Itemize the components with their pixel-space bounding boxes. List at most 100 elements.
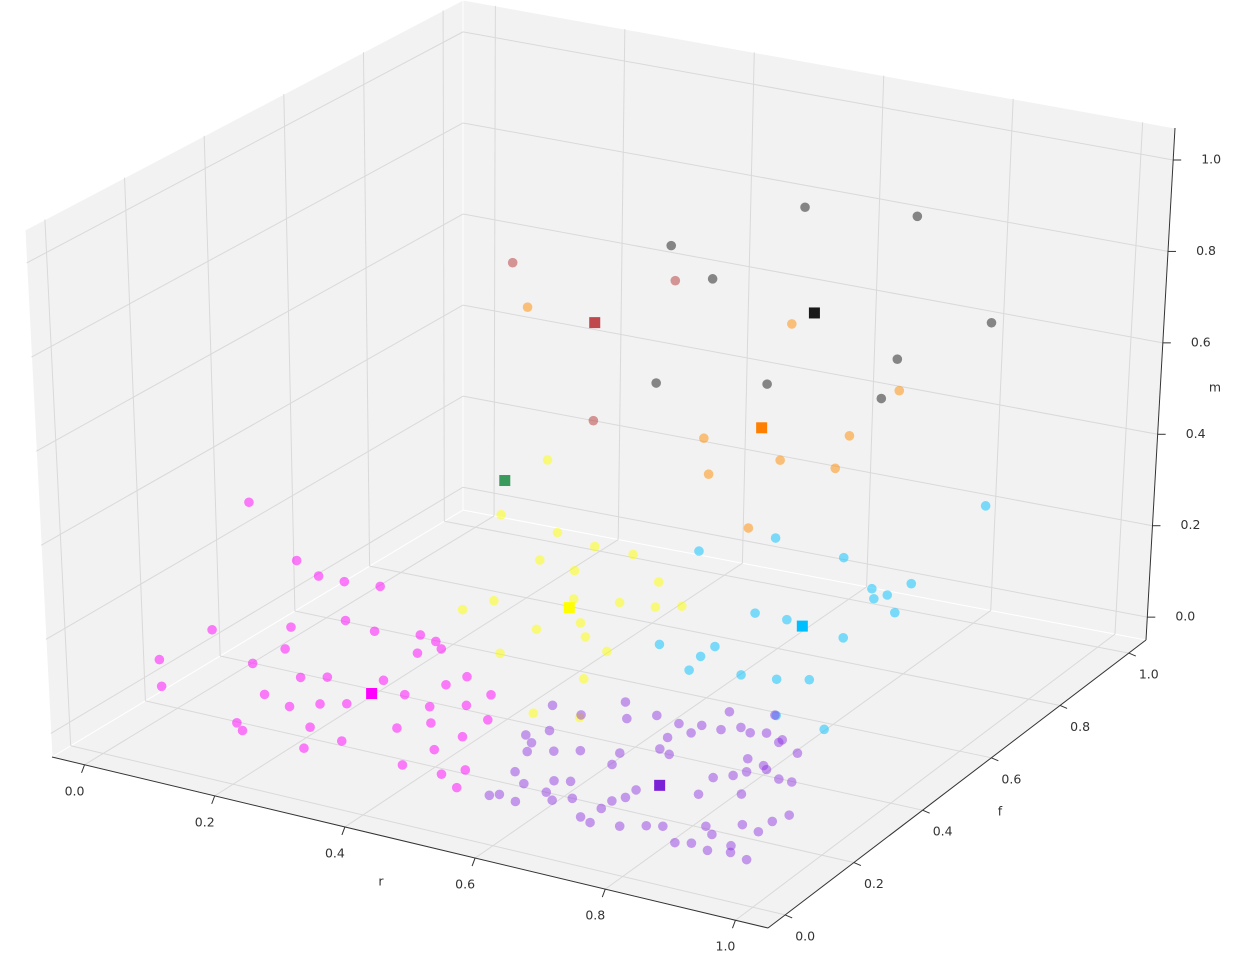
data-point xyxy=(336,736,347,746)
panes xyxy=(24,0,1176,929)
data-point xyxy=(392,723,402,733)
data-point xyxy=(569,565,580,576)
grid-line xyxy=(84,515,495,766)
data-point xyxy=(708,772,718,783)
data-point xyxy=(728,770,738,781)
data-point xyxy=(777,735,788,745)
data-point xyxy=(614,821,625,831)
grid-line xyxy=(442,10,445,522)
data-point xyxy=(510,766,520,777)
data-point xyxy=(892,354,903,365)
data-point xyxy=(838,552,849,563)
data-point xyxy=(397,760,408,770)
data-point xyxy=(631,785,641,795)
data-point xyxy=(567,793,578,804)
z-tick-label: 0.2 xyxy=(1181,517,1201,532)
data-point xyxy=(686,728,696,738)
data-point xyxy=(622,713,632,724)
data-point xyxy=(882,590,893,600)
data-point xyxy=(575,745,586,756)
data-point xyxy=(819,724,829,735)
data-point xyxy=(620,792,631,803)
data-point xyxy=(686,838,697,848)
data-point xyxy=(653,577,664,587)
center-marker xyxy=(808,307,820,319)
data-point xyxy=(451,782,462,793)
data-point xyxy=(890,607,900,618)
grid-line xyxy=(462,122,1169,252)
data-point xyxy=(736,670,746,680)
data-point xyxy=(154,654,165,665)
data-point xyxy=(707,829,717,840)
data-point xyxy=(531,624,542,635)
data-point xyxy=(322,672,333,682)
data-point xyxy=(461,700,472,711)
grid-line xyxy=(50,486,464,734)
data-point xyxy=(580,632,591,642)
z-tick-label: 0.4 xyxy=(1186,426,1206,441)
data-point xyxy=(520,730,531,740)
grid-line xyxy=(990,98,1014,611)
grid-line xyxy=(462,486,1148,618)
data-point xyxy=(496,509,506,520)
data-point xyxy=(677,601,687,612)
data-point xyxy=(489,595,499,606)
data-point xyxy=(552,527,563,538)
data-point xyxy=(526,737,537,748)
data-point xyxy=(607,796,617,806)
data-point xyxy=(232,718,242,728)
left-pane xyxy=(24,0,464,758)
grid-line xyxy=(617,29,626,540)
data-point xyxy=(771,710,782,721)
data-point xyxy=(695,651,706,662)
y-tick-label: 0.2 xyxy=(864,876,884,891)
data-point xyxy=(869,593,879,604)
grid-line xyxy=(444,520,1129,654)
y-tick-label: 0.4 xyxy=(933,824,953,839)
data-point xyxy=(436,644,447,654)
data-point xyxy=(651,378,661,388)
data-point xyxy=(315,699,325,709)
grid-line xyxy=(741,52,755,564)
data-point xyxy=(620,697,631,707)
data-point xyxy=(431,636,441,647)
data-point xyxy=(247,658,258,669)
grid-line xyxy=(203,135,221,656)
grid-line xyxy=(462,31,1174,161)
data-point xyxy=(741,854,752,865)
data-point xyxy=(684,665,694,675)
data-point xyxy=(664,749,674,760)
data-point xyxy=(412,648,423,658)
data-point xyxy=(614,597,625,608)
grid-line xyxy=(1114,122,1144,635)
data-point xyxy=(156,681,167,692)
data-point xyxy=(585,817,595,828)
data-point xyxy=(894,385,905,396)
y-tick-mark xyxy=(991,757,999,762)
data-point xyxy=(737,819,748,830)
data-point xyxy=(341,698,352,709)
data-point xyxy=(415,630,426,640)
x-tick-mark xyxy=(341,826,346,836)
data-point xyxy=(716,724,726,735)
data-point xyxy=(701,821,711,832)
data-point xyxy=(906,578,917,589)
data-point xyxy=(495,648,505,659)
data-point xyxy=(876,393,887,404)
data-point xyxy=(280,644,290,654)
x-tick-label: 0.6 xyxy=(455,877,475,892)
grid-line xyxy=(45,395,464,640)
data-point xyxy=(286,622,296,632)
data-point xyxy=(674,718,684,729)
grid-line xyxy=(40,304,464,546)
x-axis-label: r xyxy=(378,874,384,889)
data-point xyxy=(547,700,558,711)
grid-line xyxy=(604,610,992,890)
data-point xyxy=(782,614,792,625)
grid-line xyxy=(369,565,1061,706)
data-point xyxy=(724,706,735,717)
data-point xyxy=(986,317,997,328)
grid-line xyxy=(462,304,1158,435)
